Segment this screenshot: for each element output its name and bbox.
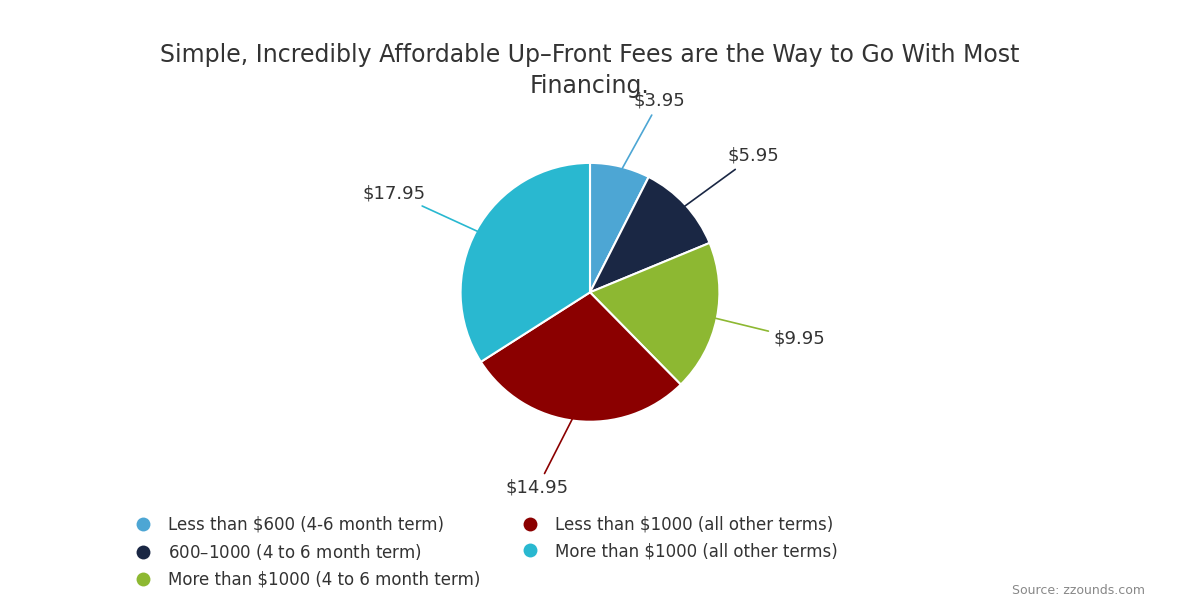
Text: Source: zzounds.com: Source: zzounds.com: [1011, 584, 1145, 597]
Text: $17.95: $17.95: [362, 184, 483, 234]
Text: $9.95: $9.95: [709, 317, 826, 348]
Wedge shape: [590, 177, 709, 292]
Text: Simple, Incredibly Affordable Up–Front Fees are the Way to Go With Most
Financin: Simple, Incredibly Affordable Up–Front F…: [160, 43, 1020, 98]
Text: $5.95: $5.95: [680, 147, 780, 210]
Wedge shape: [460, 163, 590, 362]
Legend: Less than $600 (4-6 month term), $600–$1000 (4 to 6 month term), More than $1000: Less than $600 (4-6 month term), $600–$1…: [126, 516, 838, 588]
Wedge shape: [590, 243, 720, 384]
Wedge shape: [481, 292, 681, 421]
Text: $3.95: $3.95: [620, 92, 686, 174]
Text: $14.95: $14.95: [506, 413, 576, 497]
Wedge shape: [590, 163, 649, 292]
